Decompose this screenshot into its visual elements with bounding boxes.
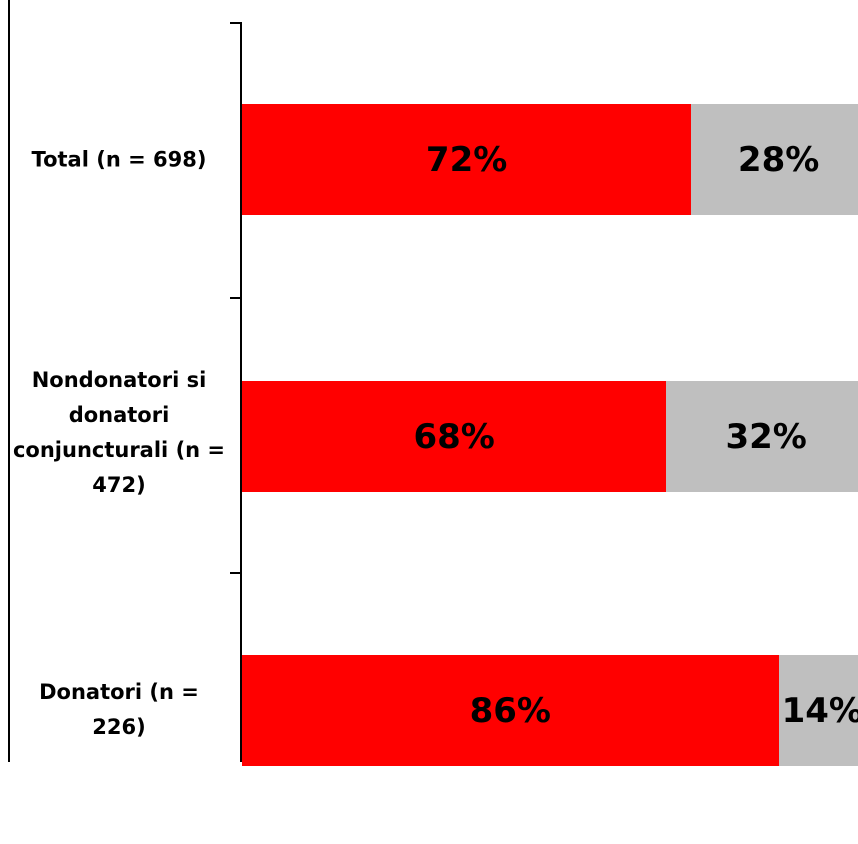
- bar-segment-primary: 68%: [242, 381, 667, 492]
- bar-segment-primary: 72%: [242, 104, 692, 215]
- axis-tick: [230, 22, 241, 24]
- category-label-nondonatori: Nondonatori si donatori conjuncturali (n…: [12, 368, 226, 497]
- category-label-donatori: Donatori (n = 226): [39, 680, 199, 739]
- data-label: 86%: [469, 690, 552, 731]
- category-axis: [240, 22, 242, 762]
- left-border: [8, 0, 10, 762]
- data-label: 14%: [781, 690, 858, 731]
- data-label: 28%: [737, 139, 820, 180]
- bar-segment-secondary: 32%: [666, 381, 858, 492]
- data-label: 72%: [425, 139, 508, 180]
- data-label: 68%: [413, 416, 495, 457]
- bar-segment-secondary: 28%: [691, 104, 858, 215]
- category-label-total: Total (n = 698): [31, 147, 207, 172]
- axis-tick: [230, 297, 241, 299]
- bar-segment-secondary: 14%: [778, 655, 858, 766]
- axis-tick: [230, 572, 241, 574]
- data-label: 32%: [725, 416, 807, 457]
- bar-segment-primary: 86%: [242, 655, 779, 766]
